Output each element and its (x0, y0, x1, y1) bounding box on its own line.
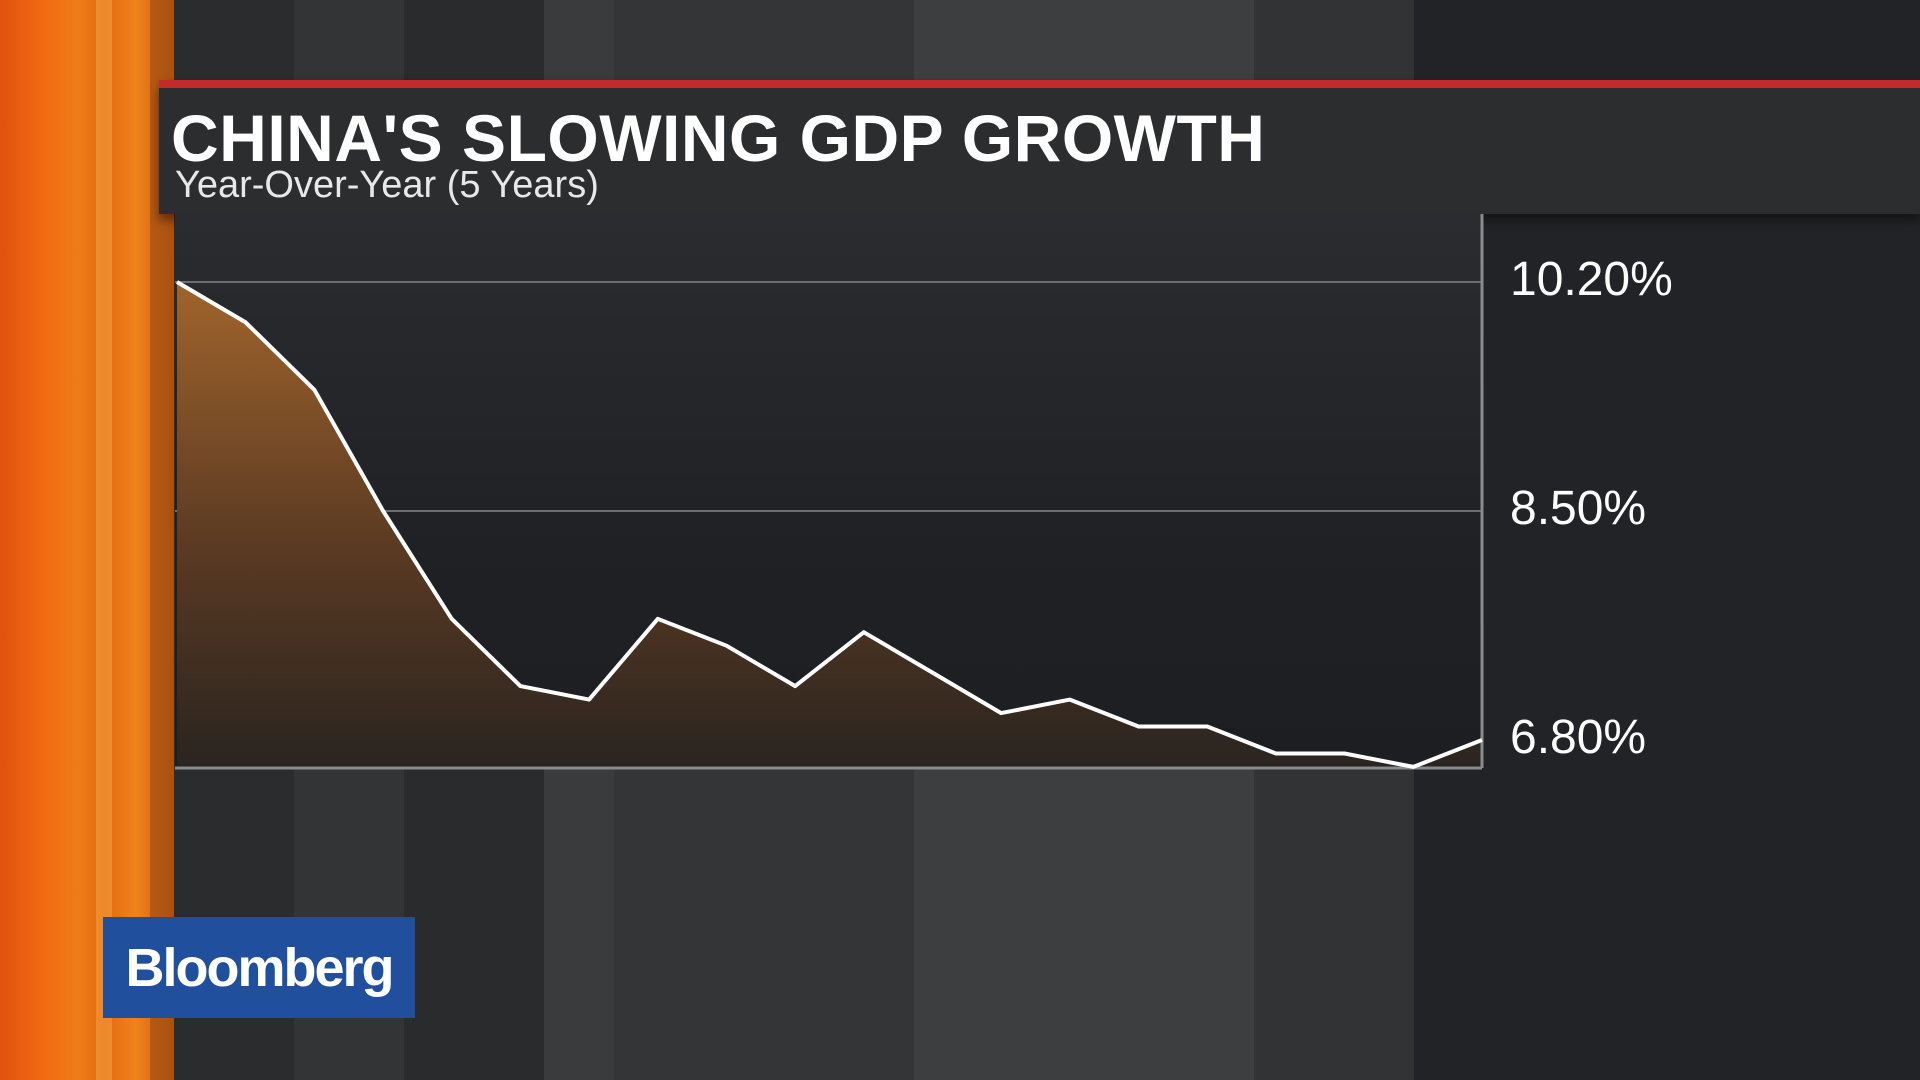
chart-subtitle: Year-Over-Year (5 Years) (175, 164, 599, 206)
logo-text: Bloomberg (125, 937, 394, 998)
chart-title: CHINA'S SLOWING GDP GROWTH (171, 101, 1266, 175)
orange-side-bar (0, 0, 174, 1080)
chart-header: CHINA'S SLOWING GDP GROWTH Year-Over-Yea… (159, 80, 1920, 214)
area-fill (177, 282, 1482, 767)
y-tick-label: 10.20% (1510, 253, 1673, 306)
series-line (175, 280, 1483, 769)
bloomberg-logo: Bloomberg (103, 917, 415, 1018)
header-accent-line (159, 80, 1920, 88)
orange-stripe (96, 0, 112, 1080)
y-tick-label: 8.50% (1510, 482, 1647, 535)
y-tick-label: 6.80% (1510, 711, 1647, 764)
